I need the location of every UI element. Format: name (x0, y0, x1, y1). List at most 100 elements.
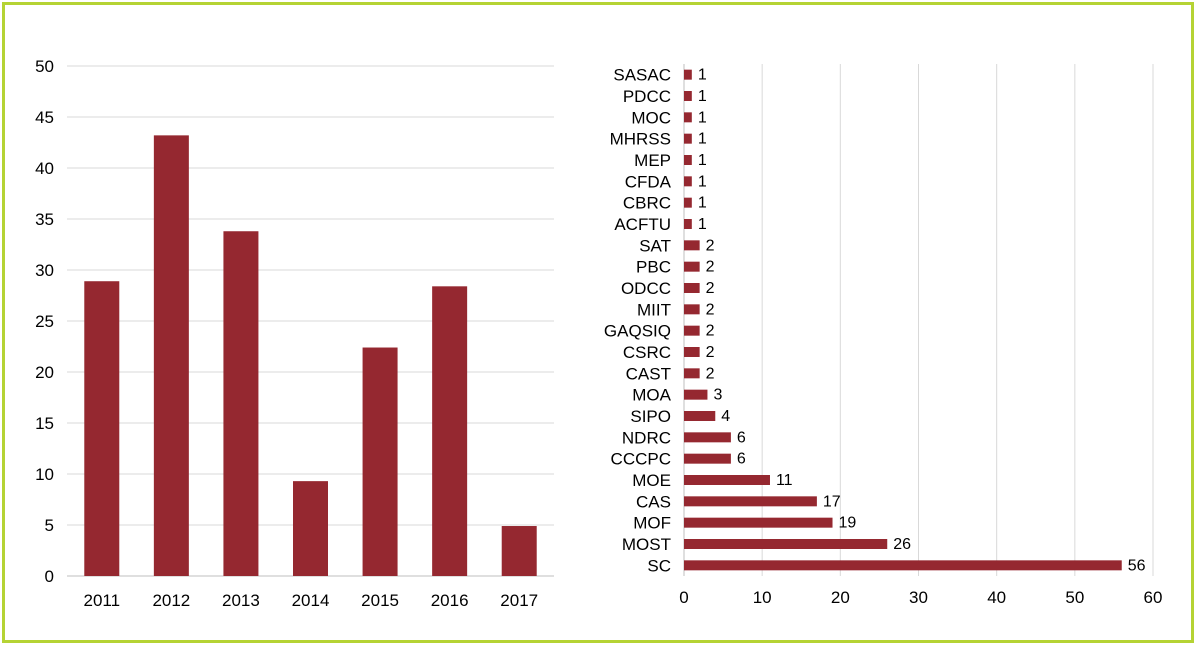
right-bar (684, 517, 833, 528)
right-bar (684, 91, 692, 101)
right-category-label: MOF (633, 514, 671, 533)
right-value-label: 11 (776, 472, 793, 489)
right-category-label: SASAC (613, 66, 671, 85)
right-value-label: 1 (698, 173, 707, 190)
right-bar (684, 368, 700, 379)
right-bar (684, 261, 700, 272)
right-bar (684, 496, 817, 507)
right-category-label: CSRC (623, 343, 671, 362)
left-x-tick-label: 2014 (292, 591, 330, 610)
left-y-tick-label: 45 (35, 108, 54, 127)
right-x-tick-label: 40 (987, 588, 1006, 607)
right-value-label: 2 (706, 365, 715, 382)
right-bar (684, 133, 692, 144)
right-category-label: NDRC (622, 428, 671, 447)
left-x-tick-label: 2017 (500, 591, 538, 610)
right-x-tick-label: 10 (753, 588, 772, 607)
right-category-label: MOST (622, 535, 671, 554)
right-category-label: PDCC (623, 87, 671, 106)
right-category-label: CAST (626, 364, 671, 383)
left-x-tick-label: 2015 (361, 591, 399, 610)
right-bar (684, 411, 716, 421)
right-value-label: 3 (713, 387, 722, 404)
left-bar (362, 347, 398, 576)
right-category-label: MIIT (637, 300, 671, 319)
right-value-label: 1 (698, 216, 707, 233)
right-bar (684, 240, 700, 251)
left-bar (432, 286, 468, 576)
right-category-label: MHRSS (610, 130, 671, 149)
right-value-label: 17 (823, 493, 841, 510)
right-category-label: MOA (632, 386, 671, 405)
right-category-label: MEP (634, 151, 671, 170)
right-category-label: ODCC (621, 279, 671, 298)
right-value-label: 1 (698, 195, 707, 212)
right-value-label: 2 (706, 259, 715, 276)
right-value-label: 1 (698, 109, 707, 126)
right-bar (684, 389, 708, 400)
right-category-label: CFDA (625, 172, 672, 191)
right-bar (684, 325, 700, 336)
left-y-tick-label: 35 (35, 210, 54, 229)
left-y-tick-label: 40 (35, 159, 54, 178)
right-bar (684, 283, 700, 293)
right-category-label: GAQSIQ (604, 322, 671, 341)
right-value-label: 2 (706, 301, 715, 318)
right-value-label: 2 (706, 237, 715, 254)
right-value-label: 56 (1128, 557, 1146, 574)
right-category-label: CAS (636, 492, 671, 511)
right-bar (684, 155, 692, 165)
right-x-tick-label: 20 (831, 588, 850, 607)
right-value-label: 2 (706, 280, 715, 297)
right-bar (684, 347, 700, 357)
right-value-label: 6 (737, 429, 746, 446)
left-x-tick-label: 2016 (431, 591, 469, 610)
right-bar (684, 560, 1122, 571)
left-y-tick-label: 25 (35, 312, 54, 331)
right-x-tick-label: 30 (909, 588, 928, 607)
left-y-tick-label: 50 (35, 57, 54, 76)
left-bar (153, 135, 189, 577)
left-y-tick-label: 10 (35, 465, 54, 484)
left-bar (84, 281, 120, 576)
right-category-label: MOC (631, 108, 671, 127)
right-bar (684, 197, 692, 208)
right-category-label: CCCPC (611, 450, 671, 469)
right-bar (684, 112, 692, 123)
right-value-label: 2 (706, 344, 715, 361)
right-category-label: MOE (632, 471, 671, 490)
right-category-label: SIPO (630, 407, 671, 426)
right-bar (684, 176, 692, 187)
right-value-label: 1 (698, 67, 707, 84)
left-y-tick-label: 15 (35, 414, 54, 433)
right-value-label: 1 (698, 131, 707, 148)
right-category-label: CBRC (623, 194, 671, 213)
right-value-label: 1 (698, 152, 707, 169)
right-x-tick-label: 60 (1144, 588, 1163, 607)
left-y-tick-label: 20 (35, 363, 54, 382)
left-x-tick-label: 2011 (84, 591, 121, 610)
left-x-tick-label: 2012 (152, 591, 190, 610)
right-value-label: 26 (893, 536, 911, 553)
right-x-tick-label: 50 (1065, 588, 1084, 607)
right-bar (684, 453, 731, 464)
right-bar (684, 304, 700, 315)
right-value-label: 4 (721, 408, 730, 425)
right-bar (684, 539, 888, 549)
left-y-tick-label: 5 (45, 516, 54, 535)
right-bar (684, 432, 731, 443)
right-bar (684, 219, 692, 229)
right-bar (684, 475, 770, 485)
right-category-label: SAT (639, 236, 671, 255)
right-category-label: ACFTU (614, 215, 671, 234)
left-bar (501, 526, 537, 576)
right-value-label: 2 (706, 323, 715, 340)
right-category-label: SC (647, 556, 671, 575)
right-value-label: 19 (839, 515, 857, 532)
right-x-tick-label: 0 (679, 588, 688, 607)
right-bar (684, 69, 692, 80)
left-y-tick-label: 0 (45, 567, 54, 586)
left-bar (293, 481, 328, 576)
